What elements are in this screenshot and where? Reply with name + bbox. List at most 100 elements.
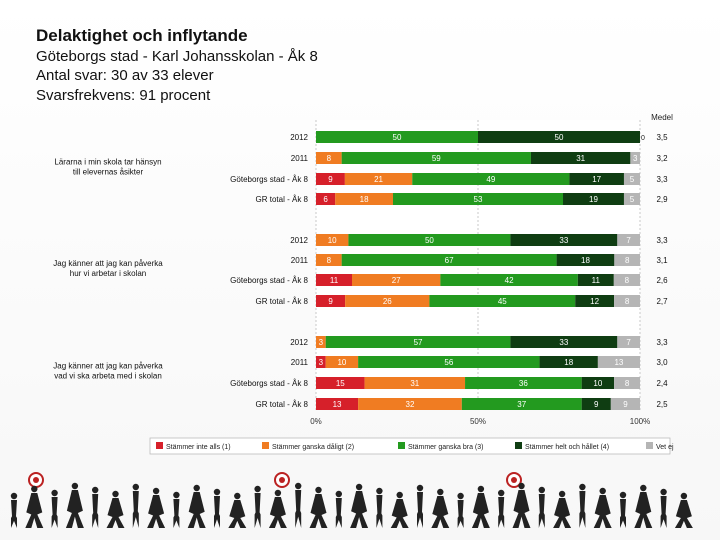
row-label: GR total - Åk 8: [256, 297, 309, 306]
person-silhouette: [538, 486, 545, 528]
bar-segment: [577, 274, 614, 286]
bar-segment: [539, 356, 598, 368]
person-silhouette: [376, 487, 383, 528]
bar-value-label: 27: [392, 276, 401, 285]
bar-segment: [358, 398, 462, 410]
bar-value-label: 8: [625, 379, 630, 388]
question-label: hur vi arbetar i skolan: [70, 269, 146, 278]
bar-value-label: 53: [474, 195, 483, 204]
bar-segment: [461, 398, 582, 410]
bar-segment: [358, 356, 540, 368]
bar-value-label: 7: [626, 236, 631, 245]
mean-value: 3,1: [656, 256, 668, 265]
bar-value-label: 3: [633, 154, 638, 163]
bar-segment: [316, 274, 352, 286]
bar-value-label: 8: [625, 276, 630, 285]
x-tick-label: 50%: [470, 417, 486, 426]
row-label: 2011: [291, 358, 309, 367]
responses-line: Antal svar: 30 av 33 elever: [36, 67, 214, 84]
bar-value-label: 13: [614, 358, 623, 367]
bar-value-label: 17: [592, 175, 601, 184]
bar-value-label: 9: [328, 175, 333, 184]
bar-value-label: 57: [414, 338, 423, 347]
person-silhouette: [10, 492, 18, 528]
mean-value: 2,5: [656, 400, 668, 409]
person-silhouette: [634, 484, 653, 528]
row-label: Göteborgs stad - Åk 8: [230, 379, 308, 388]
person-silhouette: [335, 490, 342, 528]
bar-value-label: 8: [625, 297, 630, 306]
person-silhouette: [268, 489, 287, 528]
bar-segment: [316, 152, 342, 164]
bar-segment: [345, 295, 430, 307]
bar-segment: [613, 274, 640, 286]
bar-segment: [344, 173, 413, 185]
bar-segment: [316, 193, 336, 205]
people-silhouettes: [10, 482, 693, 528]
bar-value-label: 8: [625, 256, 630, 265]
person-silhouette: [147, 487, 166, 528]
bar-value-label: 3: [319, 338, 324, 347]
person-silhouette: [187, 484, 206, 528]
bar-value-label: 10: [328, 236, 337, 245]
question-label: Lärarna i min skola tar hänsyn: [54, 158, 161, 167]
slide-title: Delaktighet och inflytande: [36, 26, 248, 45]
mean-value: 3,2: [656, 154, 668, 163]
bar-segment: [617, 234, 640, 246]
bar-segment: [617, 336, 640, 348]
bar-segment: [597, 356, 640, 368]
bar-value-label: 11: [330, 276, 339, 285]
bar-value-label: 50: [555, 133, 564, 142]
bar-segment: [510, 336, 618, 348]
target-icon-mid: [274, 472, 290, 488]
bar-value-label: 6: [323, 195, 328, 204]
bar-value-label: 59: [432, 154, 441, 163]
bar-value-label: 26: [383, 297, 392, 306]
school-line: Göteborgs stad - Karl Johansskolan - Åk …: [36, 48, 318, 65]
bar-segment: [316, 173, 345, 185]
bar-segment: [316, 295, 346, 307]
legend-label: Stämmer ganska bra (3): [408, 444, 483, 451]
bar-segment: [341, 254, 557, 266]
question-label: till elevernas åsikter: [73, 168, 144, 177]
bar-value-label: 5: [630, 195, 635, 204]
bar-segment: [392, 193, 564, 205]
mean-value: 3,3: [656, 236, 668, 245]
response-rate-line: Svarsfrekvens: 91 procent: [36, 87, 211, 104]
bar-value-label: 67: [445, 256, 454, 265]
row-label: 2011: [291, 154, 309, 163]
bar-value-label: 31: [576, 154, 585, 163]
person-silhouette: [619, 491, 627, 528]
bar-value-label: 9: [623, 400, 628, 409]
row-label: 2012: [290, 133, 308, 142]
mean-value: 2,4: [656, 379, 668, 388]
bar-segment: [610, 398, 640, 410]
bar-segment: [623, 173, 640, 185]
legend-label: Vet ej: [656, 444, 674, 451]
row-label: 2012: [290, 236, 308, 245]
bar-segment: [630, 152, 640, 164]
bar-segment: [316, 356, 326, 368]
question-label: Jag känner att jag kan påverka: [53, 259, 163, 268]
bar-segment: [316, 377, 365, 389]
bar-value-label: 18: [360, 195, 369, 204]
bar-value-label: 56: [444, 358, 453, 367]
person-silhouette: [25, 485, 44, 528]
person-silhouette: [92, 486, 99, 528]
bar-segment: [335, 193, 393, 205]
legend-swatch: [646, 442, 653, 449]
mean-value: 3,0: [656, 358, 668, 367]
person-silhouette: [254, 485, 261, 528]
person-silhouette: [390, 491, 409, 528]
person-silhouette: [213, 488, 221, 528]
bar-segment: [316, 336, 326, 348]
person-silhouette: [173, 491, 180, 528]
person-silhouette: [431, 488, 450, 528]
legend-label: Stämmer inte alls (1): [166, 444, 231, 451]
bar-segment: [530, 152, 631, 164]
bar-value-label: 45: [498, 297, 507, 306]
bar-segment: [563, 193, 624, 205]
bar-segment: [429, 295, 576, 307]
bar-segment: [440, 274, 578, 286]
bar-segment: [614, 254, 640, 266]
